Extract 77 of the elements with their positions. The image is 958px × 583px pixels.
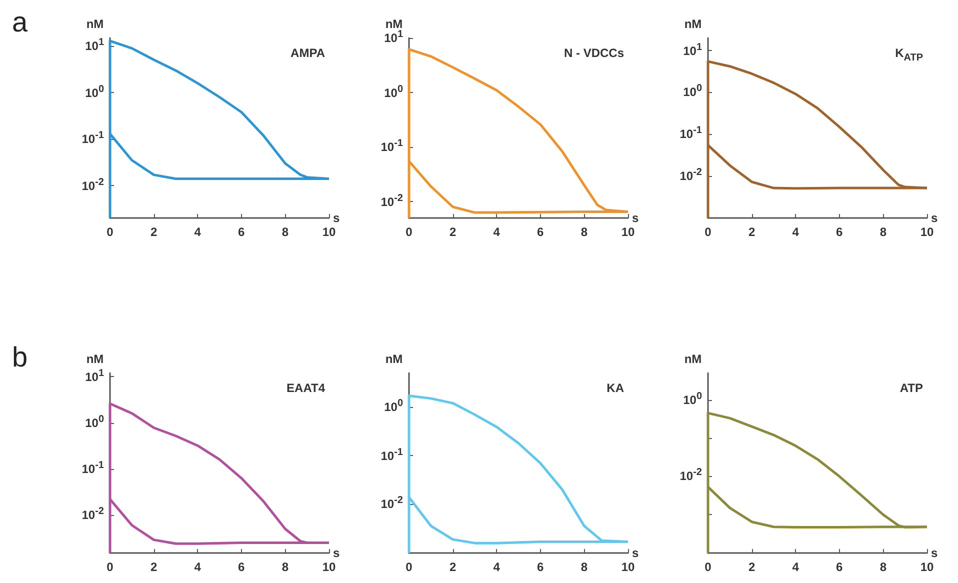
x-tick-label: 6 — [238, 560, 246, 574]
y-axis-title: nM — [684, 352, 702, 366]
x-tick-label: 2 — [449, 560, 456, 574]
x-tick-label: 6 — [238, 225, 246, 239]
y-tick-label: 10$^{0}$ — [85, 84, 104, 102]
y-tick-label: 10$^{0}$ — [683, 390, 702, 409]
x-tick-label: 4 — [493, 225, 500, 239]
y-axis-title: nM — [684, 17, 702, 31]
x-tick-label: 8 — [580, 225, 588, 239]
x-tick-label: 4 — [493, 560, 500, 574]
x-axis-title: s — [333, 211, 340, 225]
y-tick-label: 10$^{1}$ — [384, 29, 403, 47]
y-tick-label: 10$^{-2}$ — [82, 506, 104, 524]
y-tick-label: 10$^{-1}$ — [82, 460, 104, 478]
y-axis-title: nM — [385, 352, 403, 366]
x-tick-label: 4 — [194, 560, 202, 574]
x-tick-label: 10 — [920, 560, 934, 574]
x-axis-title: s — [333, 546, 340, 560]
y-tick-label: 10$^{0}$ — [384, 398, 403, 416]
y-tick-label: 10$^{1}$ — [683, 42, 702, 60]
text: EAAT4 — [286, 381, 325, 395]
y-tick-label: 10$^{1}$ — [85, 37, 104, 56]
x-tick-label: 0 — [106, 225, 114, 239]
y-axis-title: nM — [385, 17, 403, 31]
text: K$_{ATP}$ — [895, 46, 923, 64]
x-tick-label: 6 — [836, 225, 844, 239]
x-tick-label: 2 — [748, 560, 756, 574]
x-axis-title: s — [632, 546, 639, 560]
y-axis-title: nM — [86, 17, 104, 31]
x-tick-label: 10 — [322, 560, 336, 574]
x-tick-label: 6 — [836, 560, 844, 574]
y-tick-label: 10$^{-1}$ — [380, 446, 403, 465]
y-tick-label: 10$^{-2}$ — [680, 467, 702, 486]
y-tick-label: 10$^{-2}$ — [380, 192, 403, 211]
x-tick-label: 4 — [194, 225, 202, 239]
y-tick-label: 10$^{-2}$ — [82, 176, 104, 195]
y-tick-label: 10$^{-1}$ — [82, 130, 104, 148]
x-tick-label: 6 — [537, 225, 544, 239]
y-tick-label: 10$^{0}$ — [384, 84, 403, 102]
x-tick-label: 2 — [449, 225, 456, 239]
x-tick-label: 2 — [748, 225, 756, 239]
x-tick-label: 0 — [704, 225, 712, 239]
x-tick-label: 0 — [106, 560, 114, 574]
x-tick-label: 0 — [406, 560, 413, 574]
x-tick-label: 0 — [704, 560, 712, 574]
x-tick-label: 4 — [792, 225, 800, 239]
x-tick-label: 8 — [282, 560, 289, 574]
text: b — [12, 342, 28, 372]
x-tick-label: 2 — [150, 560, 158, 574]
x-tick-label: 10 — [920, 225, 934, 239]
x-tick-label: 4 — [792, 560, 800, 574]
y-tick-label: 10$^{-2}$ — [680, 167, 702, 186]
x-axis-title: s — [931, 546, 938, 560]
x-tick-label: 0 — [406, 225, 413, 239]
y-tick-label: 10$^{-1}$ — [380, 138, 403, 156]
y-axis-title: nM — [86, 352, 104, 366]
x-tick-label: 8 — [880, 560, 887, 574]
y-tick-label: 10$^{1}$ — [85, 368, 104, 386]
text: ATP — [900, 381, 923, 395]
y-tick-label: 10$^{-2}$ — [380, 495, 403, 514]
x-axis-title: s — [632, 211, 639, 225]
text: a — [12, 6, 28, 38]
x-axis-title: s — [931, 211, 938, 225]
x-tick-label: 8 — [880, 225, 887, 239]
x-tick-label: 10 — [322, 225, 336, 239]
x-tick-label: 8 — [282, 225, 289, 239]
y-tick-label: 10$^{0}$ — [85, 414, 104, 432]
x-tick-label: 10 — [621, 560, 635, 574]
x-tick-label: 2 — [150, 225, 158, 239]
text: N - VDCCs — [564, 46, 624, 60]
y-tick-label: 10$^{-1}$ — [680, 125, 702, 144]
x-tick-label: 6 — [537, 560, 544, 574]
y-tick-label: 10$^{0}$ — [683, 83, 702, 102]
x-tick-label: 8 — [580, 560, 588, 574]
x-tick-label: 10 — [621, 225, 635, 239]
text: AMPA — [290, 46, 325, 60]
text: KA — [606, 381, 624, 395]
